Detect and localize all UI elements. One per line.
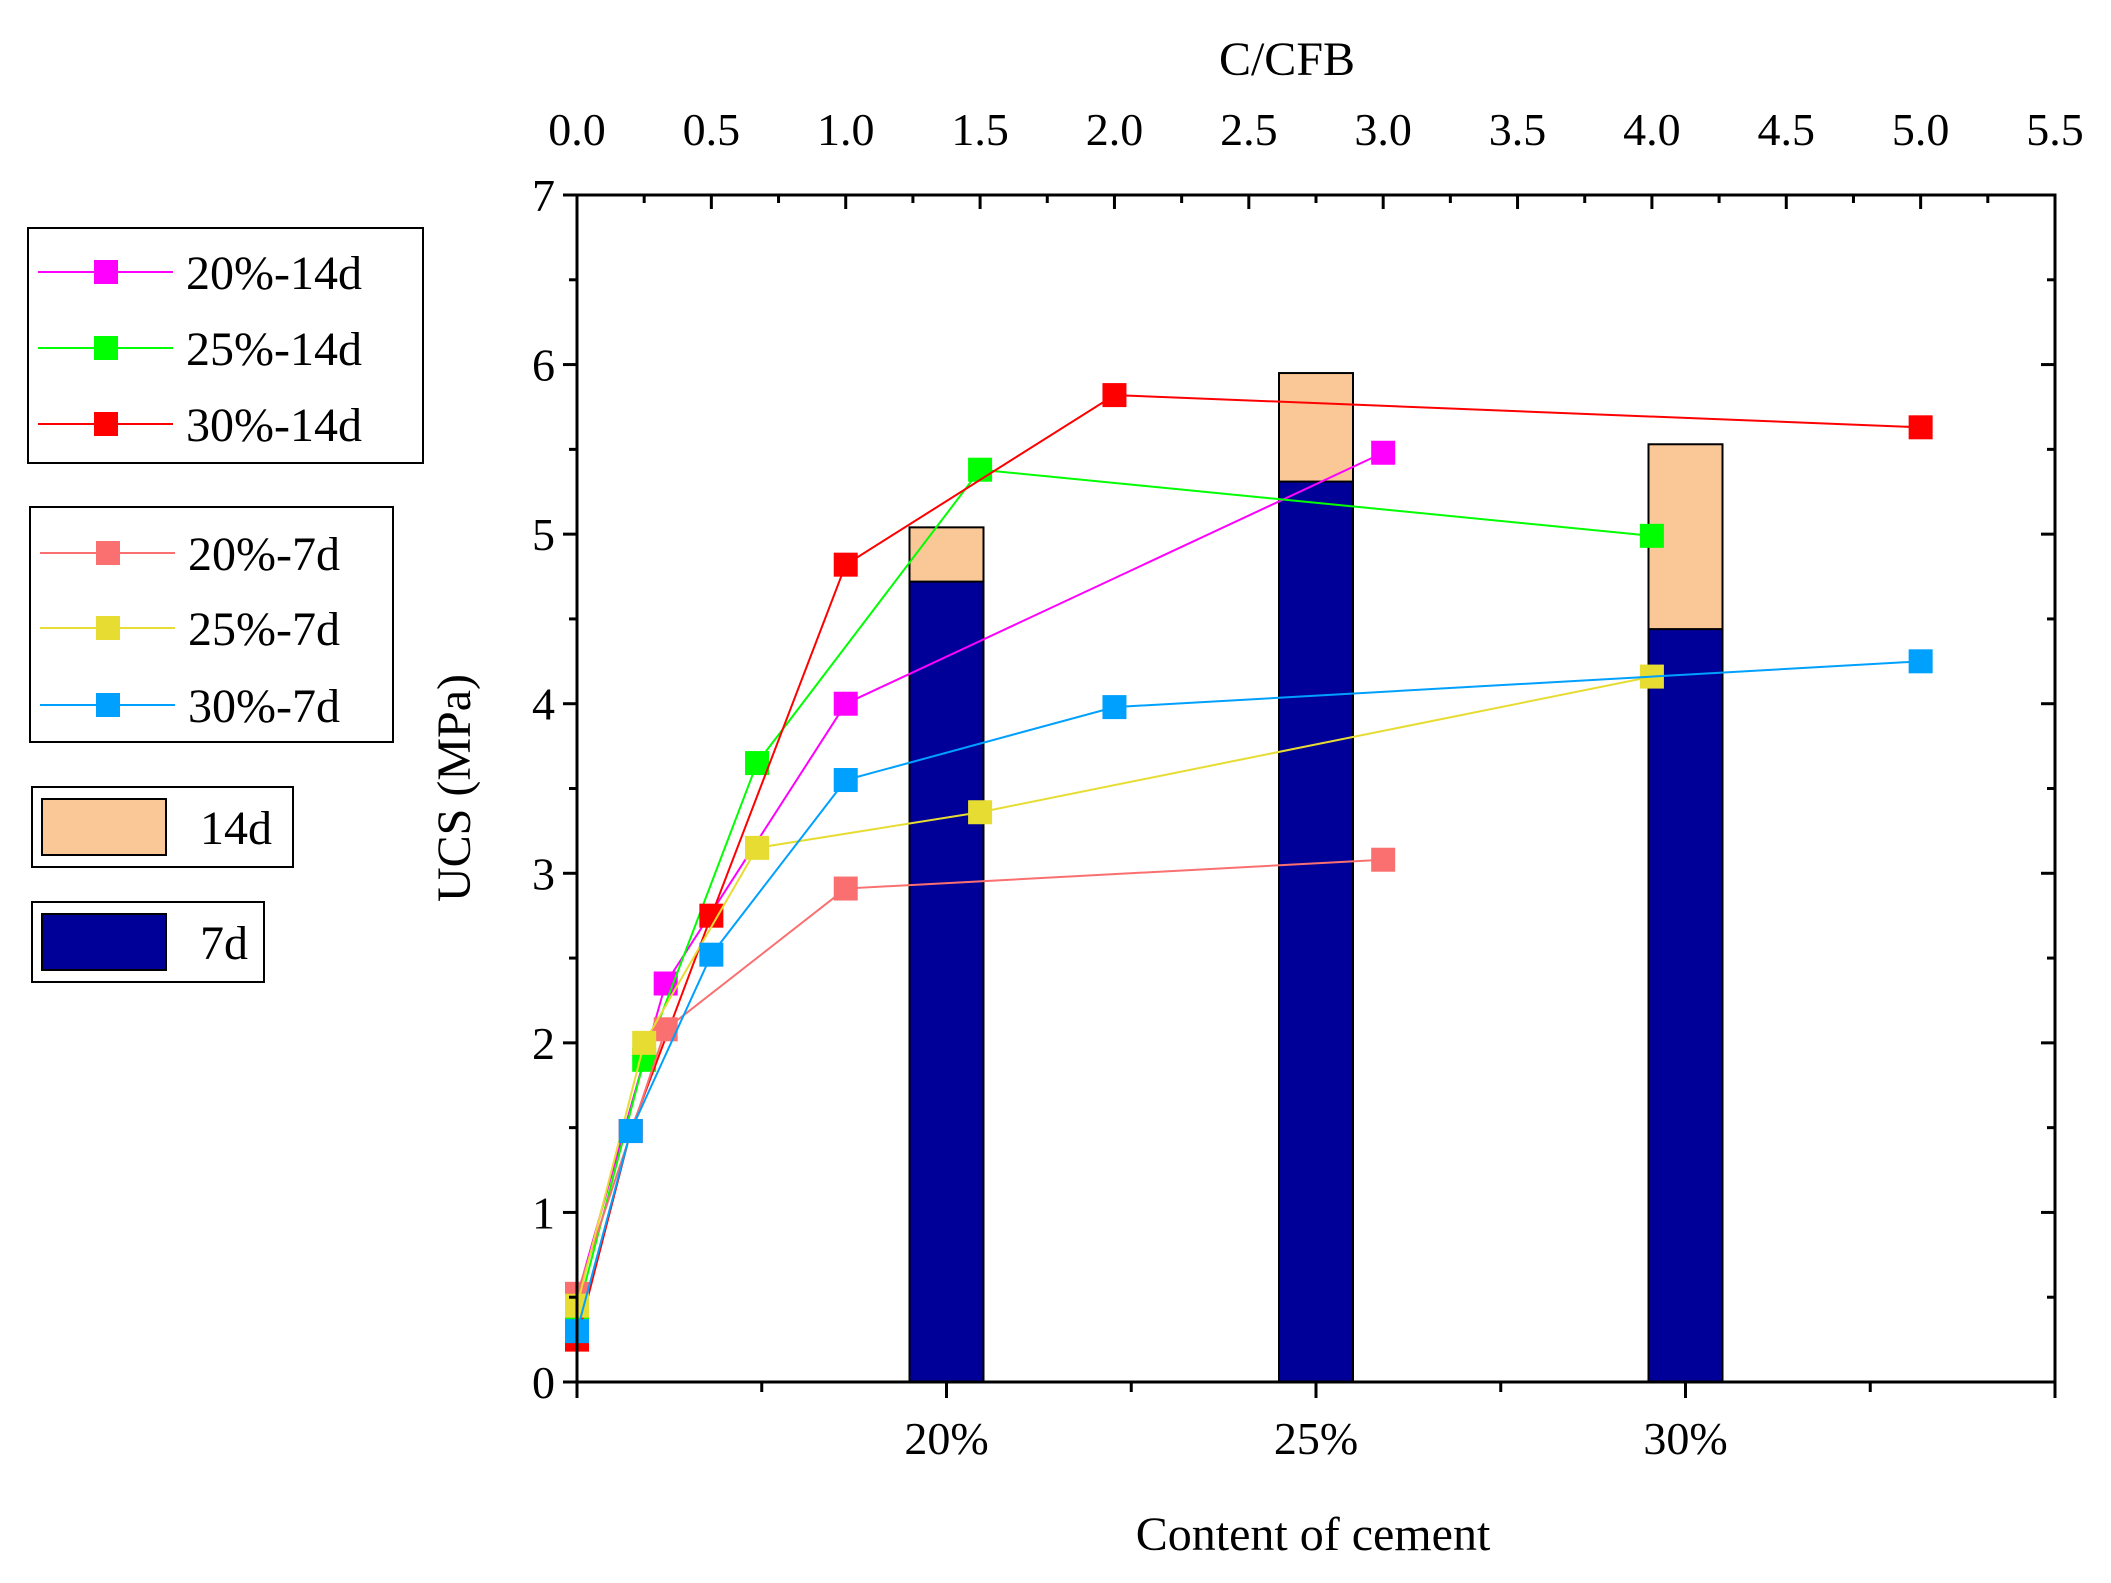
bottom-tick-label: 20% xyxy=(904,1413,988,1464)
top-tick-label: 1.0 xyxy=(817,104,875,155)
marker-25pct-14d xyxy=(1639,523,1664,548)
legend-marker-20pct-7d xyxy=(96,541,120,565)
legend-label-7d: 7d xyxy=(200,917,248,970)
left-tick-label: 1 xyxy=(532,1187,555,1238)
marker-30pct-7d xyxy=(833,768,858,793)
legend: 20%-14d 25%-14d 30%-14d 20%-7d 25%-7d 30%-7d 1… xyxy=(27,227,424,983)
top-axis-title: C/CFB xyxy=(1219,33,1355,86)
marker-25pct-7d xyxy=(968,800,993,825)
marker-30pct-14d xyxy=(1102,383,1127,408)
top-tick-label: 0.0 xyxy=(548,104,606,155)
legend-swatch-7d xyxy=(41,913,167,971)
bar-7d-30pct xyxy=(1647,628,1724,1383)
top-tick-label: 2.0 xyxy=(1086,104,1144,155)
marker-30pct-14d xyxy=(699,903,724,928)
legend-marker-30pct-7d xyxy=(96,693,120,717)
line-25pct-7d xyxy=(576,675,1653,1306)
bars-layer xyxy=(908,372,1724,1383)
marker-20pct-7d xyxy=(1371,847,1396,872)
left-axis-title: UCS (MPa) xyxy=(428,674,481,902)
marker-20pct-14d xyxy=(1371,440,1396,465)
legend-swatch-14d xyxy=(41,798,167,856)
legend-label-20pct-14d: 20%-14d xyxy=(186,247,362,300)
line-20pct-7d xyxy=(576,858,1384,1295)
legend-marker-20pct-14d xyxy=(94,260,118,284)
left-tick-label: 6 xyxy=(532,340,555,391)
top-tick-label: 0.5 xyxy=(683,104,741,155)
marker-25pct-7d xyxy=(745,835,770,860)
top-tick-label: 5.5 xyxy=(2026,104,2084,155)
marker-30pct-14d xyxy=(1908,415,1933,440)
legend-label-25pct-14d: 25%-14d xyxy=(186,323,362,376)
marker-25pct-14d xyxy=(745,751,770,776)
line-25pct-14d xyxy=(576,468,1653,1315)
legend-label-25pct-7d: 25%-7d xyxy=(188,603,340,656)
marker-20pct-7d xyxy=(833,876,858,901)
top-tick-label: 3.0 xyxy=(1354,104,1412,155)
line-30pct-7d xyxy=(576,660,1921,1332)
left-tick-label: 7 xyxy=(532,170,555,221)
lines-layer xyxy=(565,383,1933,1352)
marker-25pct-7d xyxy=(632,1030,657,1055)
legend-marker-25pct-14d xyxy=(94,336,118,360)
bar-7d-25pct xyxy=(1278,480,1354,1383)
left-tick-label: 4 xyxy=(532,679,555,730)
marker-25pct-14d xyxy=(968,457,993,482)
bar-7d-20pct xyxy=(908,580,985,1383)
top-tick-label: 4.5 xyxy=(1758,104,1816,155)
legend-label-30pct-14d: 30%-14d xyxy=(186,399,362,452)
top-tick-label: 4.0 xyxy=(1623,104,1681,155)
left-tick-label: 5 xyxy=(532,509,555,560)
legend-label-20pct-7d: 20%-7d xyxy=(188,528,340,581)
legend-marker-25pct-7d xyxy=(96,616,120,640)
bottom-tick-label: 30% xyxy=(1643,1413,1727,1464)
marker-30pct-7d xyxy=(618,1119,643,1144)
bottom-axis-title: Content of cement xyxy=(1136,1508,1491,1561)
legend-label-14d: 14d xyxy=(200,802,272,855)
legend-marker-30pct-14d xyxy=(94,412,118,436)
left-tick-label: 2 xyxy=(532,1018,555,1069)
bottom-tick-label: 25% xyxy=(1274,1413,1358,1464)
axes-layer: 0 1 2 3 4 5 6 7 0.0 0.5 1.0 1.5 2.0 2.5 3.0 3.5 4.0 4.5 5.… xyxy=(532,104,2084,1464)
left-tick-label: 0 xyxy=(532,1357,555,1408)
marker-30pct-7d xyxy=(699,942,724,967)
legend-box xyxy=(29,506,394,743)
marker-20pct-14d xyxy=(833,691,858,716)
top-tick-label: 3.5 xyxy=(1489,104,1547,155)
marker-30pct-7d xyxy=(1908,649,1933,674)
legend-label-30pct-7d: 30%-7d xyxy=(188,680,340,733)
top-tick-label: 5.0 xyxy=(1892,104,1950,155)
top-tick-label: 2.5 xyxy=(1220,104,1278,155)
left-tick-label: 3 xyxy=(532,848,555,899)
top-tick-label: 1.5 xyxy=(951,104,1009,155)
marker-30pct-7d xyxy=(1102,695,1127,720)
marker-30pct-14d xyxy=(833,552,858,577)
